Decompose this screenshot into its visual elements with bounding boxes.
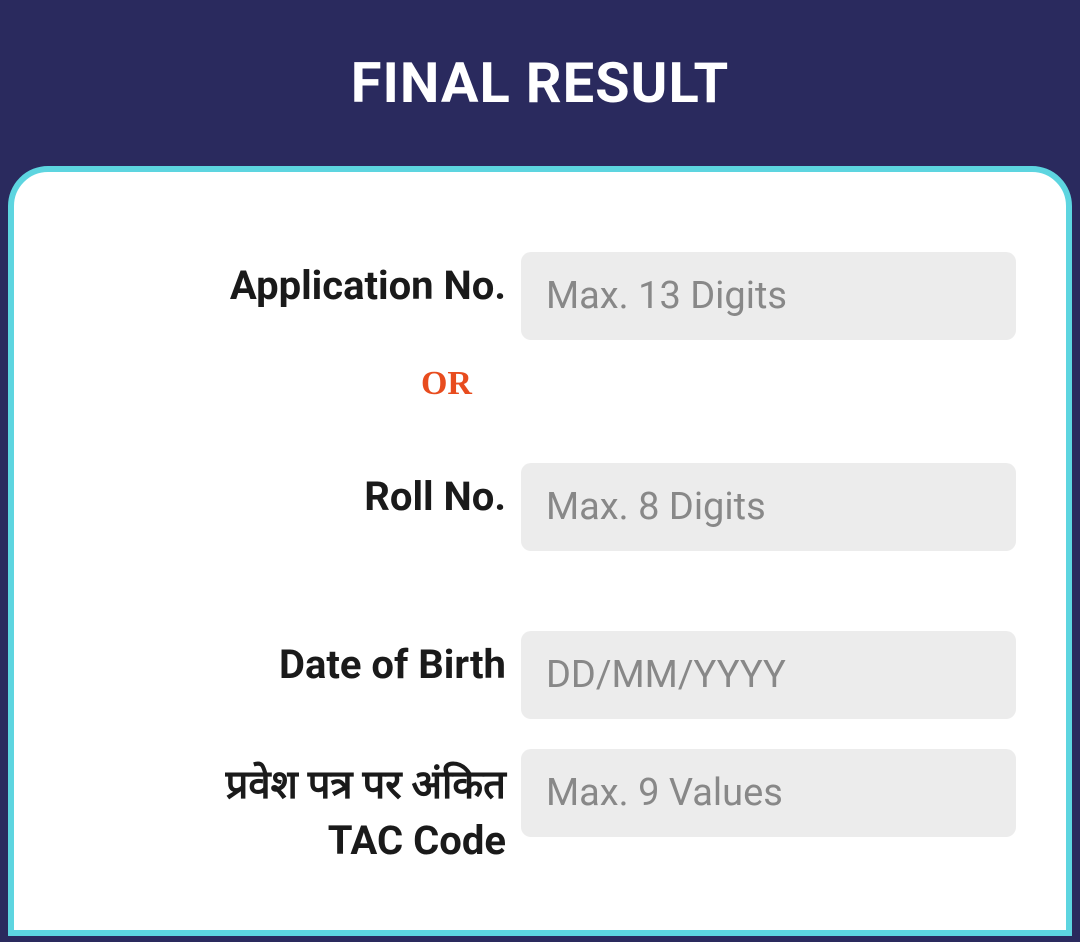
or-separator-row: OR [64, 365, 1016, 403]
tac-code-row: प्रवेश पत्र पर अंकित TAC Code [64, 749, 1016, 869]
tac-code-label: प्रवेश पत्र पर अंकित TAC Code [64, 749, 521, 869]
date-of-birth-row: Date of Birth [64, 631, 1016, 719]
application-no-label: Application No. [64, 252, 521, 312]
date-of-birth-label: Date of Birth [64, 631, 521, 691]
date-of-birth-input[interactable] [521, 631, 1016, 719]
tac-code-label-line2: TAC Code [328, 817, 506, 864]
tac-code-label-line1: प्रवेश पत्र पर अंकित [226, 761, 506, 808]
roll-no-label: Roll No. [64, 463, 521, 523]
roll-no-input[interactable] [521, 463, 1016, 551]
tac-code-input[interactable] [521, 749, 1016, 837]
page-title: FINAL RESULT [0, 50, 1080, 116]
result-form-container: Application No. OR Roll No. Date of Birt… [8, 166, 1072, 936]
application-no-row: Application No. [64, 252, 1016, 340]
application-no-input[interactable] [521, 252, 1016, 340]
page-header: FINAL RESULT [0, 0, 1080, 166]
or-separator-text: OR [421, 365, 472, 403]
roll-no-row: Roll No. [64, 463, 1016, 551]
